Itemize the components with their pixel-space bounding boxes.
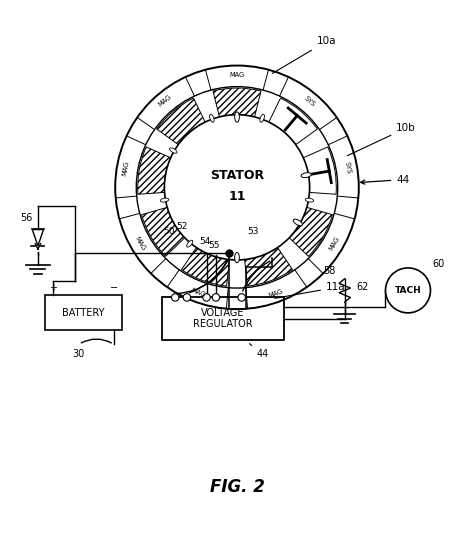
- Text: 44: 44: [249, 344, 269, 359]
- Circle shape: [238, 294, 246, 301]
- Wedge shape: [137, 147, 171, 194]
- Text: 55: 55: [209, 241, 220, 250]
- Circle shape: [203, 294, 210, 301]
- Ellipse shape: [235, 112, 239, 122]
- Text: 52: 52: [176, 222, 188, 231]
- Text: 58: 58: [323, 266, 336, 276]
- Text: −: −: [110, 283, 118, 293]
- Text: MAG: MAG: [328, 236, 341, 252]
- Text: 62: 62: [356, 282, 369, 293]
- Wedge shape: [269, 98, 318, 145]
- Ellipse shape: [293, 219, 302, 226]
- Text: 56: 56: [20, 213, 32, 223]
- Ellipse shape: [301, 173, 311, 178]
- Text: +: +: [49, 283, 57, 293]
- Circle shape: [172, 294, 179, 301]
- Text: MAG: MAG: [267, 288, 283, 299]
- Ellipse shape: [235, 253, 239, 262]
- FancyBboxPatch shape: [45, 295, 122, 330]
- Text: 54: 54: [200, 237, 211, 246]
- Wedge shape: [245, 248, 292, 286]
- Text: 10b: 10b: [347, 123, 416, 156]
- Circle shape: [385, 268, 430, 313]
- Text: MAG: MAG: [122, 160, 130, 176]
- Text: 53: 53: [247, 227, 259, 236]
- Text: FIG. 2: FIG. 2: [210, 478, 264, 496]
- FancyBboxPatch shape: [162, 298, 284, 340]
- Text: MAG: MAG: [191, 288, 207, 299]
- Text: 30: 30: [73, 350, 85, 359]
- Wedge shape: [289, 207, 332, 256]
- Text: STATOR: STATOR: [210, 169, 264, 182]
- Text: MAG: MAG: [157, 94, 173, 108]
- Ellipse shape: [210, 114, 214, 122]
- Text: SYS: SYS: [303, 95, 316, 107]
- Ellipse shape: [305, 198, 314, 202]
- Wedge shape: [182, 248, 229, 286]
- Circle shape: [212, 294, 219, 301]
- Ellipse shape: [160, 198, 169, 202]
- Text: SYS: SYS: [344, 161, 352, 174]
- Wedge shape: [303, 147, 337, 194]
- Wedge shape: [142, 207, 185, 256]
- Wedge shape: [156, 98, 205, 145]
- Wedge shape: [213, 88, 261, 117]
- Text: TACH: TACH: [395, 286, 421, 295]
- Text: 50: 50: [164, 227, 175, 236]
- Ellipse shape: [187, 240, 193, 247]
- Text: BATTERY: BATTERY: [63, 307, 105, 318]
- Text: 44: 44: [361, 175, 410, 185]
- Ellipse shape: [260, 114, 264, 122]
- Text: MAG: MAG: [229, 72, 245, 78]
- Text: MAG: MAG: [133, 236, 146, 252]
- Circle shape: [183, 294, 191, 301]
- Ellipse shape: [170, 148, 177, 153]
- Text: 11: 11: [228, 190, 246, 203]
- Text: 60: 60: [433, 259, 445, 269]
- Circle shape: [115, 66, 359, 309]
- Circle shape: [164, 115, 310, 260]
- Text: VOLTAGE
REGULATOR: VOLTAGE REGULATOR: [193, 308, 253, 329]
- Text: 10a: 10a: [272, 37, 336, 73]
- Text: 11a: 11a: [275, 282, 346, 298]
